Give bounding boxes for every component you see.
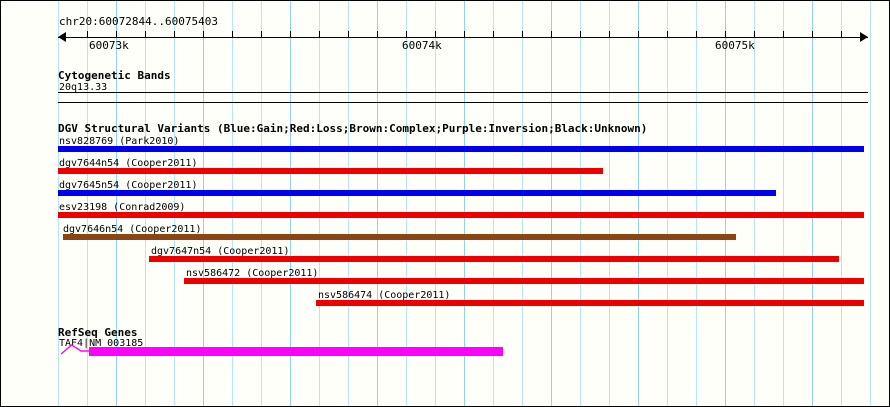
ruler-tick: [145, 31, 146, 38]
ruler-tick: [812, 31, 813, 38]
ruler-tick-label-1: 60074k: [402, 39, 442, 52]
ruler-tick-label-0: 60073k: [89, 39, 129, 52]
genomic-position-label: chr20:60072844..60075403: [59, 15, 218, 28]
ruler-tick: [87, 31, 88, 38]
ruler-tick: [116, 31, 117, 38]
ruler-tick: [725, 31, 726, 38]
intron-line: [61, 344, 89, 355]
variant-bar[interactable]: [58, 212, 864, 218]
ruler-tick: [609, 31, 610, 38]
section-divider-top: [58, 92, 868, 93]
ruler-tick: [464, 31, 465, 38]
ruler-tick: [377, 31, 378, 38]
gridline: [783, 1, 784, 406]
variant-label[interactable]: dgv7644n54 (Cooper2011): [59, 158, 198, 169]
ruler-tick: [203, 31, 204, 38]
ruler-tick: [174, 31, 175, 38]
variant-bar[interactable]: [58, 190, 776, 196]
ruler-tick: [232, 31, 233, 38]
ruler-tick: [754, 31, 755, 38]
ruler-tick: [696, 31, 697, 38]
ruler-tick: [261, 31, 262, 38]
cytogenetic-band-label: 20q13.33: [59, 82, 108, 93]
variant-label[interactable]: dgv7647n54 (Cooper2011): [151, 246, 290, 257]
variant-label[interactable]: dgv7646n54 (Cooper2011): [63, 224, 202, 235]
variant-label[interactable]: dgv7645n54 (Cooper2011): [59, 180, 198, 191]
variant-label[interactable]: nsv828769 (Park2010): [59, 136, 180, 147]
refseq-genes-title: RefSeq Genes: [58, 326, 138, 339]
gridline: [725, 1, 726, 406]
ruler-left-arrow-icon: [58, 32, 66, 42]
variant-bar[interactable]: [316, 300, 864, 306]
ruler-tick: [290, 31, 291, 38]
section-divider-bottom: [58, 102, 868, 103]
dgv-structural-variants-title: DGV Structural Variants (Blue:Gain;Red:L…: [58, 122, 648, 135]
variant-bar[interactable]: [63, 234, 736, 240]
variant-label[interactable]: esv23198 (Conrad2009): [59, 202, 186, 213]
gridline: [870, 1, 871, 406]
gridline: [580, 1, 581, 406]
gridline: [609, 1, 610, 406]
gridline: [638, 1, 639, 406]
variant-bar[interactable]: [184, 278, 864, 284]
ruler-tick: [841, 31, 842, 38]
variant-label[interactable]: nsv586472 (Cooper2011): [186, 268, 319, 279]
gene-label[interactable]: TAF4|NM_003185: [59, 338, 144, 349]
gridline: [551, 1, 552, 406]
gridline: [841, 1, 842, 406]
cytogenetic-bands-title: Cytogenetic Bands: [58, 69, 171, 82]
ruler-right-arrow-icon: [860, 32, 868, 42]
exon-bar[interactable]: [89, 347, 503, 356]
ruler-tick: [406, 31, 407, 38]
gridline: [754, 1, 755, 406]
ruler-axis-line: [58, 37, 868, 38]
gridline: [667, 1, 668, 406]
ruler-tick: [667, 31, 668, 38]
ruler-tick: [493, 31, 494, 38]
ruler-tick: [783, 31, 784, 38]
variant-bar[interactable]: [58, 146, 864, 152]
ruler-tick-label-2: 60075k: [715, 39, 755, 52]
ruler-tick: [522, 31, 523, 38]
variant-bar[interactable]: [58, 168, 603, 174]
ruler-tick: [580, 31, 581, 38]
gridline: [696, 1, 697, 406]
ruler-tick: [551, 31, 552, 38]
gridline: [812, 1, 813, 406]
ruler-tick: [348, 31, 349, 38]
ruler-tick: [319, 31, 320, 38]
variant-bar[interactable]: [149, 256, 839, 262]
ruler-tick: [435, 31, 436, 38]
gridline: [522, 1, 523, 406]
ruler-tick: [638, 31, 639, 38]
variant-label[interactable]: nsv586474 (Cooper2011): [318, 290, 451, 301]
